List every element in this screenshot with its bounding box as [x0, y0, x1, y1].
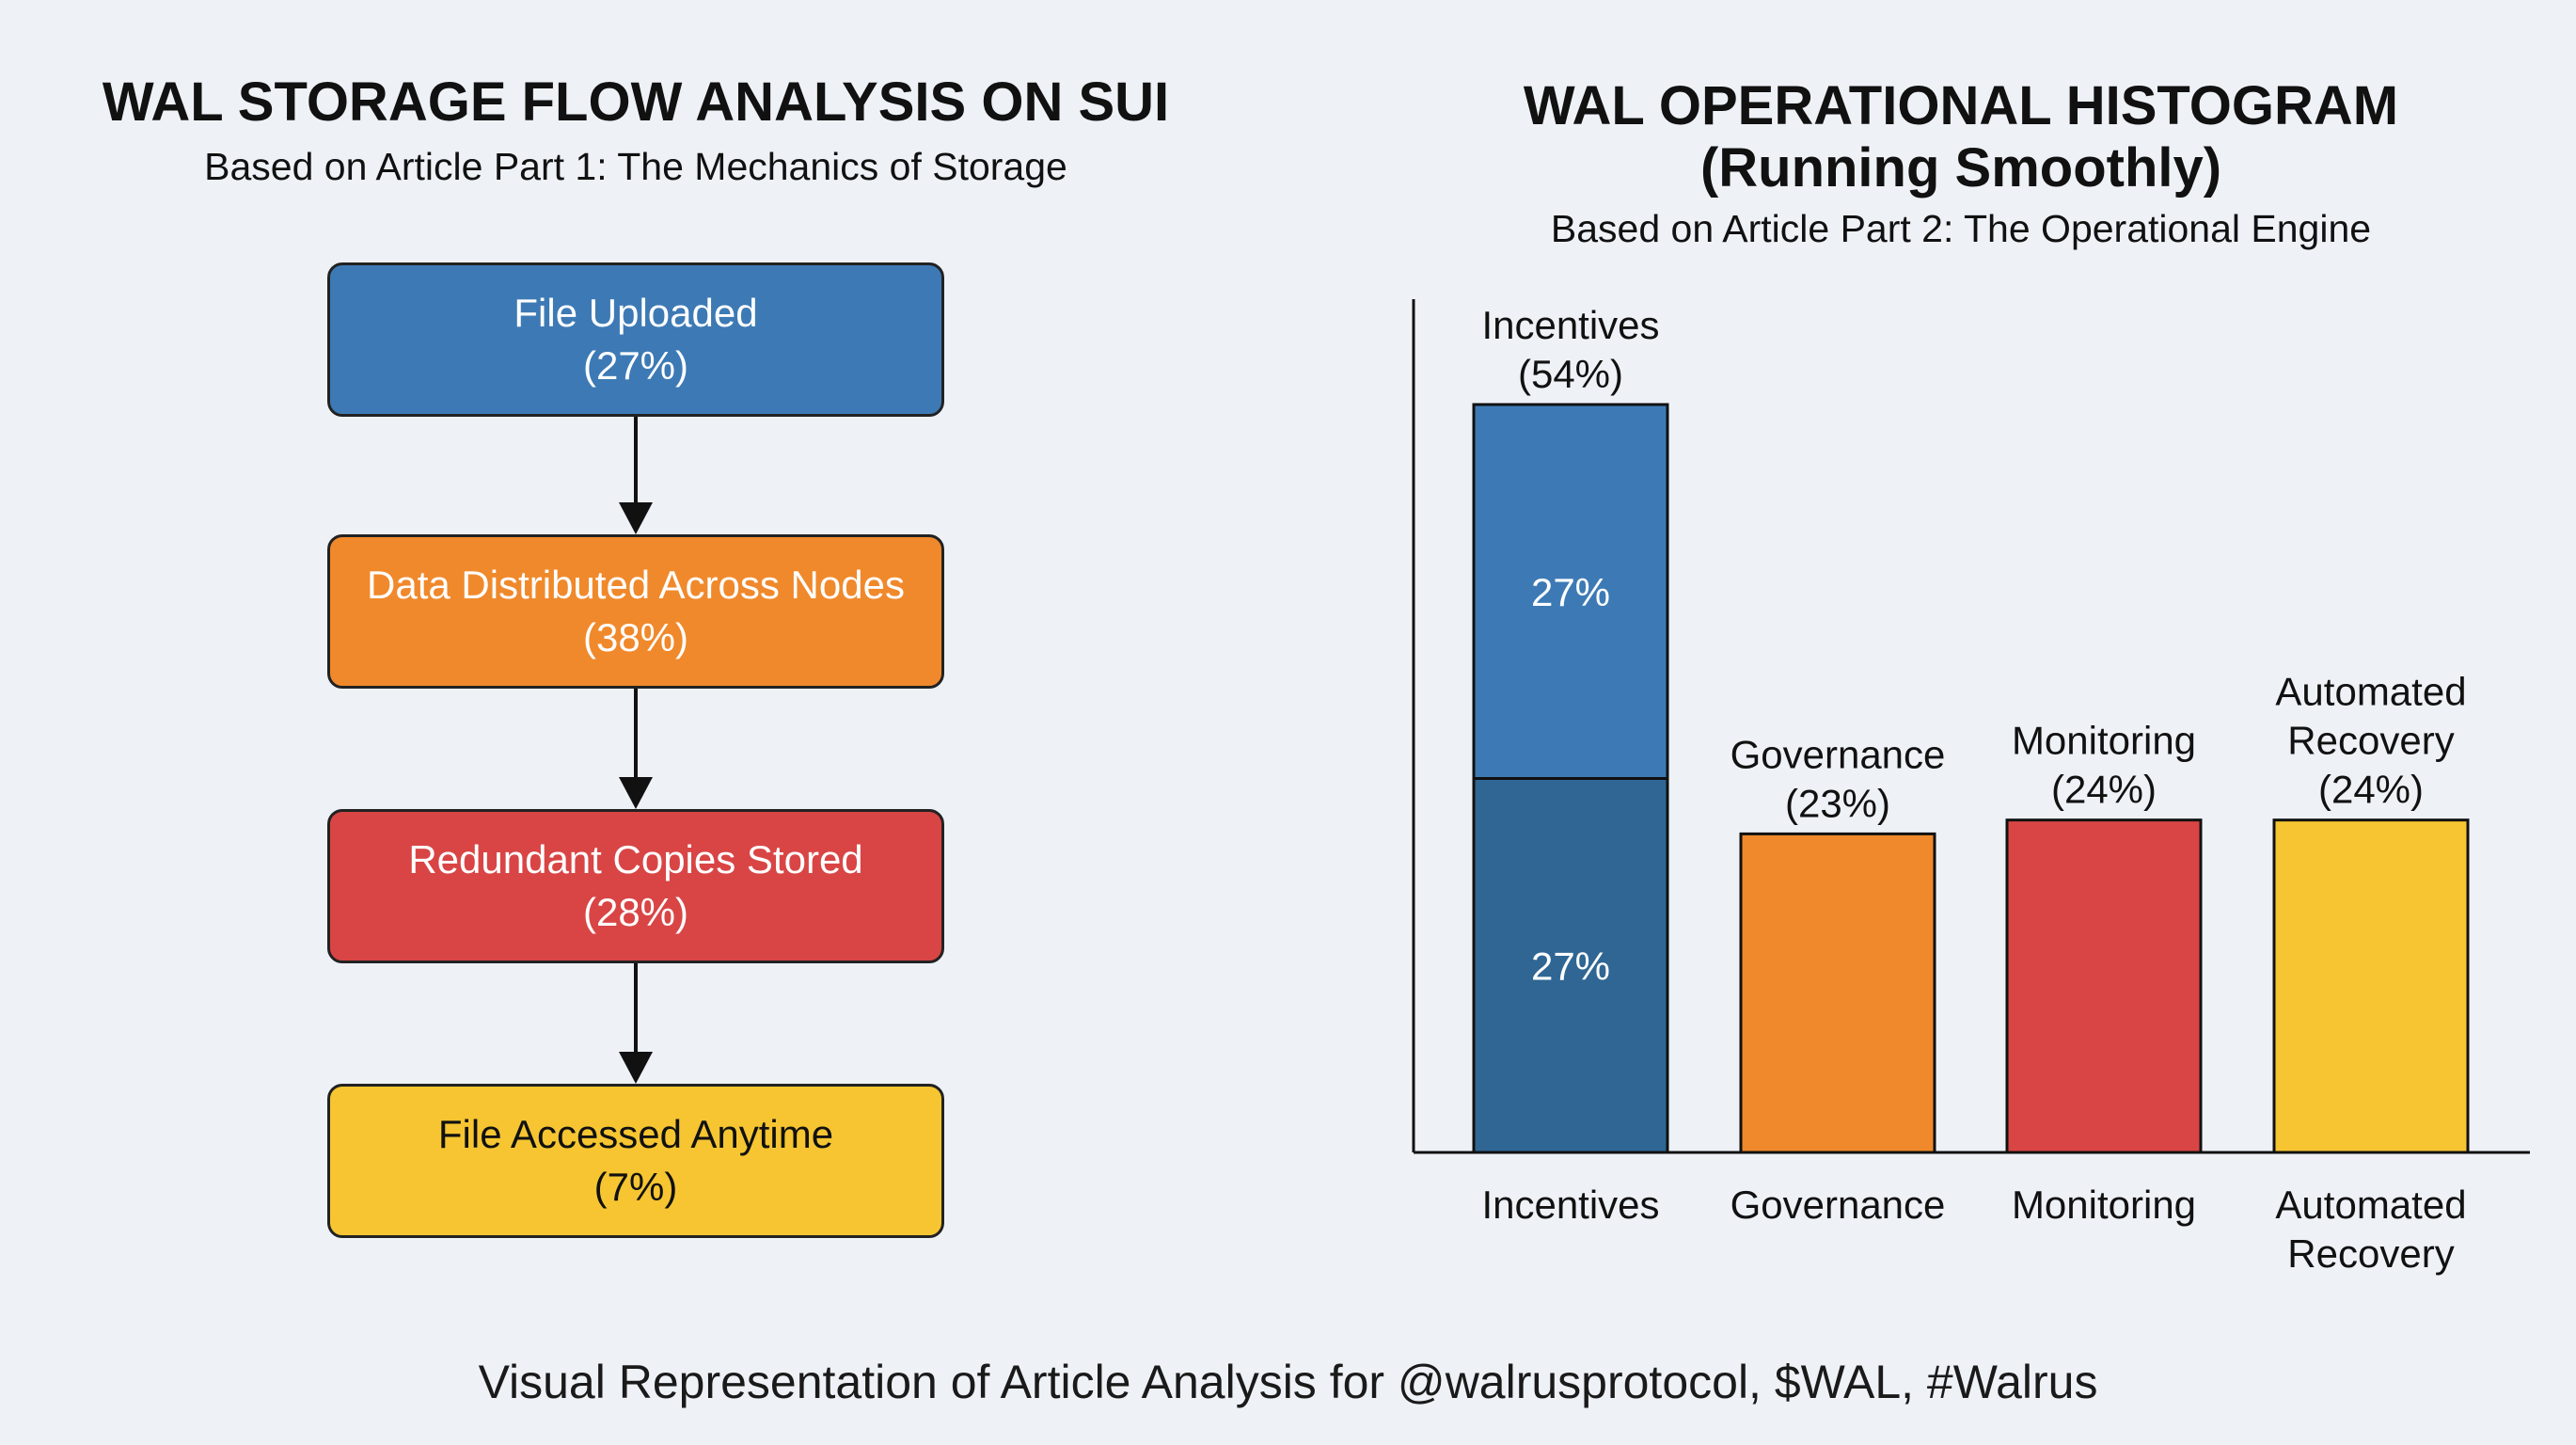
bar-value-label: Recovery — [2287, 719, 2454, 763]
bar-segment-label: 27% — [1531, 570, 1610, 614]
flow-arrow — [619, 963, 653, 1084]
x-tick-label: Incentives — [1481, 1183, 1659, 1227]
bar-automated-recovery — [2272, 818, 2470, 1154]
flow-step-file-uploaded: File Uploaded (27%) — [327, 262, 944, 417]
bar-value-label: Governance — [1731, 732, 1946, 776]
flow-step-value: (28%) — [582, 890, 689, 934]
flow-step-value: (7%) — [593, 1165, 678, 1209]
bar-value-label: Incentives — [1481, 303, 1659, 347]
bar-segment-label: 27% — [1531, 944, 1610, 988]
footer-caption: Visual Representation of Article Analysi… — [478, 1356, 2098, 1408]
x-tick-label: Governance — [1731, 1183, 1946, 1227]
bar-value-label: (54%) — [1518, 352, 1623, 396]
flow-step-label: Redundant Copies Stored — [408, 837, 863, 881]
flow-arrow — [619, 417, 653, 534]
flow-step-label: Data Distributed Across Nodes — [367, 563, 905, 607]
bar-value-label: (24%) — [2051, 768, 2157, 812]
flow-arrow — [619, 689, 653, 809]
right-chart-subtitle: Based on Article Part 2: The Operational… — [1550, 207, 2372, 250]
flow-step-label: File Accessed Anytime — [437, 1112, 834, 1156]
flow-step-value: (27%) — [582, 343, 689, 388]
bar-value-label: Monitoring — [2012, 719, 2196, 763]
right-chart-title-line2: (Running Smoothly) — [1699, 137, 2222, 198]
left-chart-subtitle: Based on Article Part 1: The Mechanics o… — [204, 145, 1067, 188]
bar-segment-incentives-2 — [1472, 403, 1669, 780]
right-chart-title-line1: WAL OPERATIONAL HISTOGRAM — [1523, 75, 2399, 136]
flow-step-redundant-copies: Redundant Copies Stored (28%) — [327, 809, 944, 963]
x-tick-label: Monitoring — [2012, 1183, 2196, 1227]
left-chart-title: WAL STORAGE FLOW ANALYSIS ON SUI — [102, 71, 1170, 133]
flow-step-value: (38%) — [582, 615, 689, 659]
x-tick-label: Recovery — [2287, 1231, 2454, 1276]
bar-governance — [1739, 832, 1936, 1154]
flow-step-file-accessed: File Accessed Anytime (7%) — [327, 1084, 944, 1238]
bar-monitoring — [2005, 818, 2203, 1154]
bar-value-label: (23%) — [1785, 781, 1890, 825]
flow-step-data-distributed: Data Distributed Across Nodes (38%) — [327, 534, 944, 689]
bar-value-label: (24%) — [2318, 768, 2424, 812]
x-tick-label: Automated — [2275, 1183, 2466, 1227]
bar-value-label: Automated — [2275, 670, 2466, 714]
flow-step-label: File Uploaded — [514, 291, 758, 335]
